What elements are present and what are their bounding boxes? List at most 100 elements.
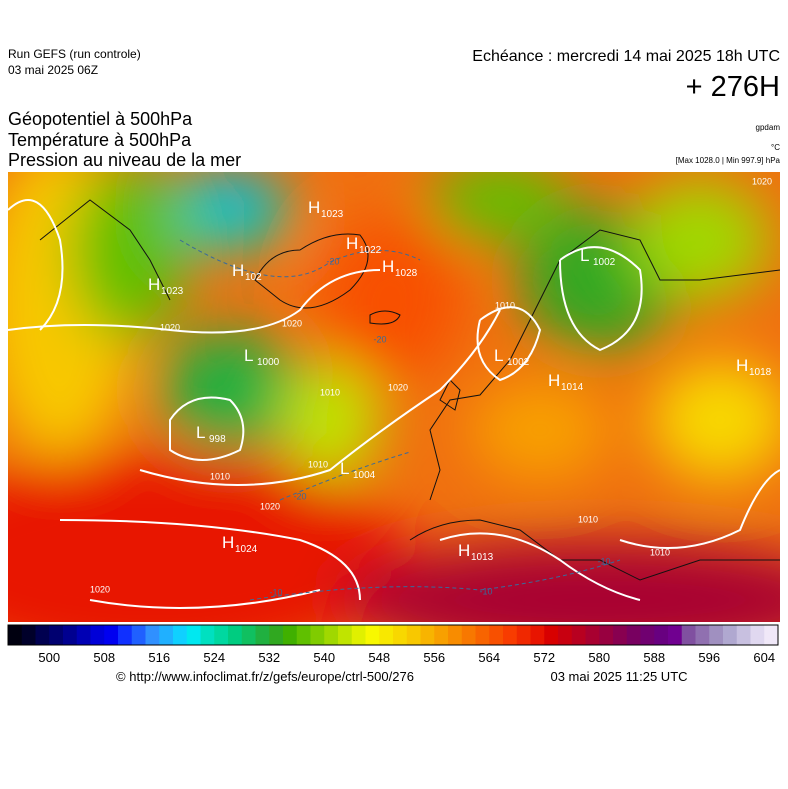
pressure-center-type: L [580,246,589,265]
colorbar-swatch [365,625,380,645]
colorbar-swatch [324,625,339,645]
colorbar-swatch [544,625,559,645]
colorbar-swatch [406,625,421,645]
valid-time: Echéance : mercredi 14 mai 2025 18h UTC [472,48,780,65]
pressure-center-type: H [458,541,470,560]
colorbar-swatch [668,625,683,645]
colorbar-swatch [640,625,655,645]
pressure-center-type: H [222,533,234,552]
colorbar-swatch [63,625,78,645]
isobar-label: 1010 [578,514,598,524]
colorbar-swatch [310,625,325,645]
run: Run GEFS (run controle) [8,47,141,61]
pressure-center-value: 998 [209,434,226,445]
isotherm-label: -10 [269,587,282,597]
colorbar-swatch [654,625,669,645]
colorbar-swatch [269,625,284,645]
isobar-label: 1020 [90,584,110,594]
coastlines [39,199,780,581]
field [8,172,780,622]
pressure-center-value: 102 [245,272,262,283]
pressure-center-type: H [382,257,394,276]
pressure-center-type: H [148,275,160,294]
colorbar-swatch [503,625,518,645]
colorbar-swatch [475,625,490,645]
colorbar-swatch [296,625,311,645]
isobar-label: 1020 [388,382,408,392]
pressure-center-type: H [232,261,244,280]
colorbar-swatch [379,625,394,645]
unit: [Max 1028.0 | Min 997.9] hPa [676,156,781,165]
colorbar-swatch [489,625,504,645]
isotherm-label: -20 [373,334,386,344]
pressure-center-value: 1002 [593,257,616,268]
colorbar-frame [7,624,779,646]
pressure-center-value: 1014 [561,382,584,393]
colorbar-swatch [35,625,50,645]
lead-time: + 276H [686,71,780,103]
isobars [8,199,780,609]
isobar-label: 1010 [320,387,340,397]
isotherm-label: -20 [293,491,306,501]
isobar-label: 1020 [160,322,180,332]
pressure-center-value: 1013 [471,552,494,563]
colorbar-tick-label: 508 [93,650,115,665]
colorbar-swatch [131,625,146,645]
colorbar-tick-label: 540 [313,650,335,665]
pressure-center-value: 1018 [749,367,772,378]
colorbar-swatch [283,625,298,645]
isobar-label: 1010 [308,459,328,469]
colorbar-swatch [461,625,476,645]
colorbar-swatch [530,625,545,645]
colorbar-tick-label: 516 [148,650,170,665]
unit: gpdam [756,123,781,132]
pressure-center-type: H [736,356,748,375]
colorbar-tick-label: 580 [588,650,610,665]
colorbar-swatch [228,625,243,645]
colorbar-swatch [585,625,600,645]
isobar-label: 1020 [260,501,280,511]
run-date: 03 mai 2025 06Z [8,63,98,77]
pressure-center-type: L [494,346,503,365]
pressure-center-type: L [244,346,253,365]
colorbar-tick-label: 604 [753,650,775,665]
colorbar-swatch [750,625,765,645]
title: Géopotentiel à 500hPa [8,109,193,129]
colorbar-swatch [571,625,586,645]
isobar-label: 1020 [282,318,302,328]
pressure-center-value: 1022 [359,245,382,256]
pressure-center-type: L [340,459,349,478]
colorbar-swatch [186,625,201,645]
title: Température à 500hPa [8,130,192,150]
colorbar-swatch [173,625,188,645]
colorbar-swatch [736,625,751,645]
colorbar-swatch [695,625,710,645]
colorbar-tick-label: 588 [643,650,665,665]
pressure-center-type: H [308,198,320,217]
colorbar-swatch [104,625,119,645]
colorbar-tick-label: 548 [368,650,390,665]
pressure-center-value: 1023 [161,286,184,297]
colorbar-swatch [159,625,174,645]
colorbar-swatch [200,625,215,645]
colorbar-swatch [241,625,256,645]
colorbar-tick-label: 556 [423,650,445,665]
isobar-label: 1010 [495,300,515,310]
colorbar-swatch [214,625,229,645]
colorbar-swatch [393,625,408,645]
colorbar-swatch [145,625,160,645]
isobar-label: 1010 [210,471,230,481]
colorbar-swatch [255,625,270,645]
created: 03 mai 2025 11:25 UTC [550,669,687,684]
colorbar-swatch [448,625,463,645]
pressure-center-value: 1028 [395,268,418,279]
colorbar-swatch [21,625,36,645]
colorbar-swatch [76,625,91,645]
pressure-center-value: 1004 [353,470,376,481]
colorbar-swatch [8,625,23,645]
isotherm-label: -10 [479,586,492,596]
isotherms [179,239,621,601]
unit: °C [771,143,780,152]
colorbar-swatch [90,625,105,645]
colorbar-tick-label: 572 [533,650,555,665]
